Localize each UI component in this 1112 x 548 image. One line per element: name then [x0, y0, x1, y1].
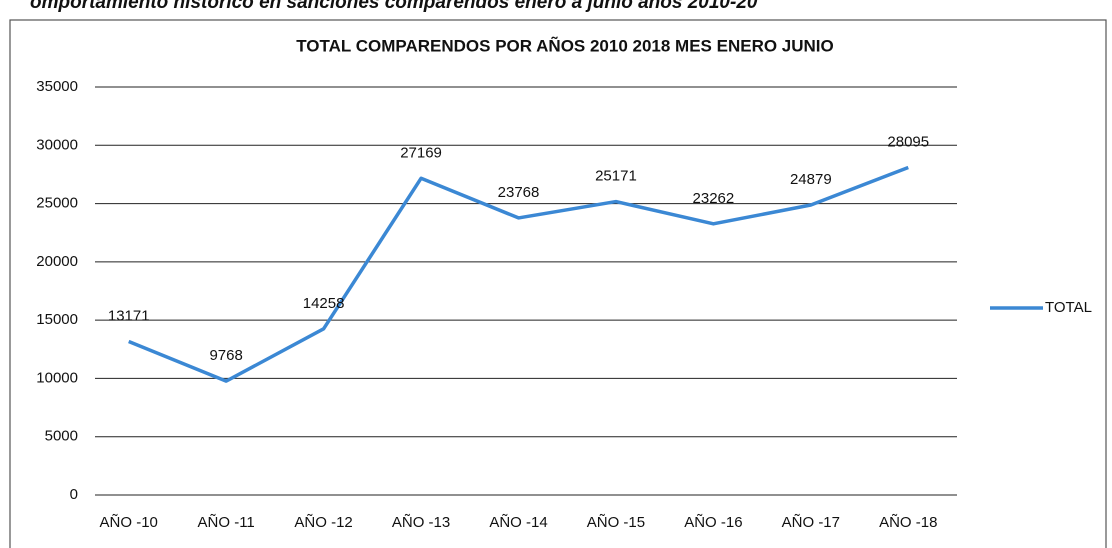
y-tick-label: 0: [70, 486, 78, 503]
x-tick-label: AÑO -18: [879, 514, 937, 531]
x-tick-label: AÑO -12: [294, 514, 352, 531]
y-tick-label: 25000: [36, 195, 78, 212]
data-label: 23262: [693, 190, 735, 207]
legend-label: TOTAL: [1045, 299, 1092, 316]
x-tick-label: AÑO -14: [489, 514, 547, 531]
data-label: 25171: [595, 168, 637, 185]
x-tick-label: AÑO -13: [392, 514, 450, 531]
x-tick-label: AÑO -11: [198, 514, 255, 531]
chart-frame: [9, 19, 1107, 548]
y-tick-label: 5000: [45, 428, 78, 445]
caption: omportamiento histórico en sanciones com…: [30, 0, 758, 13]
y-tick-label: 20000: [36, 253, 78, 270]
chart-title: TOTAL COMPARENDOS POR AÑOS 2010 2018 MES…: [296, 35, 834, 55]
data-label: 24879: [790, 171, 832, 188]
data-label: 14258: [303, 295, 345, 312]
y-tick-label: 35000: [36, 78, 78, 95]
x-tick-label: AÑO -15: [587, 514, 645, 531]
y-tick-label: 10000: [36, 369, 78, 386]
data-label: 9768: [209, 347, 242, 364]
data-label: 23768: [498, 184, 540, 201]
y-tick-label: 30000: [36, 136, 78, 153]
line-series: [128, 165, 909, 383]
y-tick-label: 15000: [36, 311, 78, 328]
data-label: 27169: [400, 144, 442, 161]
data-label: 28095: [887, 133, 929, 150]
data-label: 13171: [108, 307, 150, 324]
x-tick-label: AÑO -17: [782, 514, 840, 531]
x-tick-label: AÑO -16: [684, 514, 742, 531]
x-tick-label: AÑO -10: [100, 514, 158, 531]
